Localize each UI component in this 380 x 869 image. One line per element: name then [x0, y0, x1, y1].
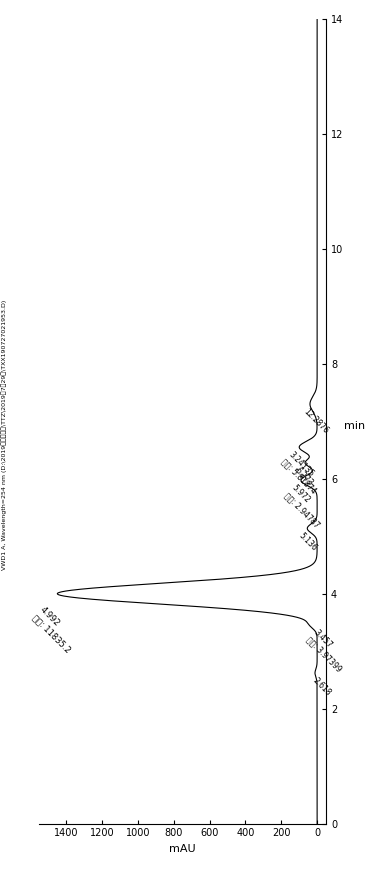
Text: 12.2876: 12.2876 [302, 407, 330, 435]
Text: 5.136: 5.136 [296, 531, 318, 553]
Text: 6.273: 6.273 [293, 466, 315, 488]
Text: 5.972
面积: 2.94787: 5.972 面积: 2.94787 [283, 483, 329, 529]
Text: 4.992
面积: 11835.2: 4.992 面积: 11835.2 [30, 605, 79, 654]
Text: 3.457
面积: 3.97399: 3.457 面积: 3.97399 [305, 627, 351, 673]
Text: VWD1 A, Wavelength=254 nm (D:\2019年标准数据\TTZ\2019年7月29日\TXX190727021953.D): VWD1 A, Wavelength=254 nm (D:\2019年标准数据\… [1, 300, 6, 569]
Y-axis label: min: min [344, 421, 365, 431]
X-axis label: mAU: mAU [169, 844, 196, 854]
Text: 3.24135
面积: 5.81874: 3.24135 面积: 5.81874 [280, 450, 325, 496]
Text: 2.618: 2.618 [311, 676, 333, 698]
